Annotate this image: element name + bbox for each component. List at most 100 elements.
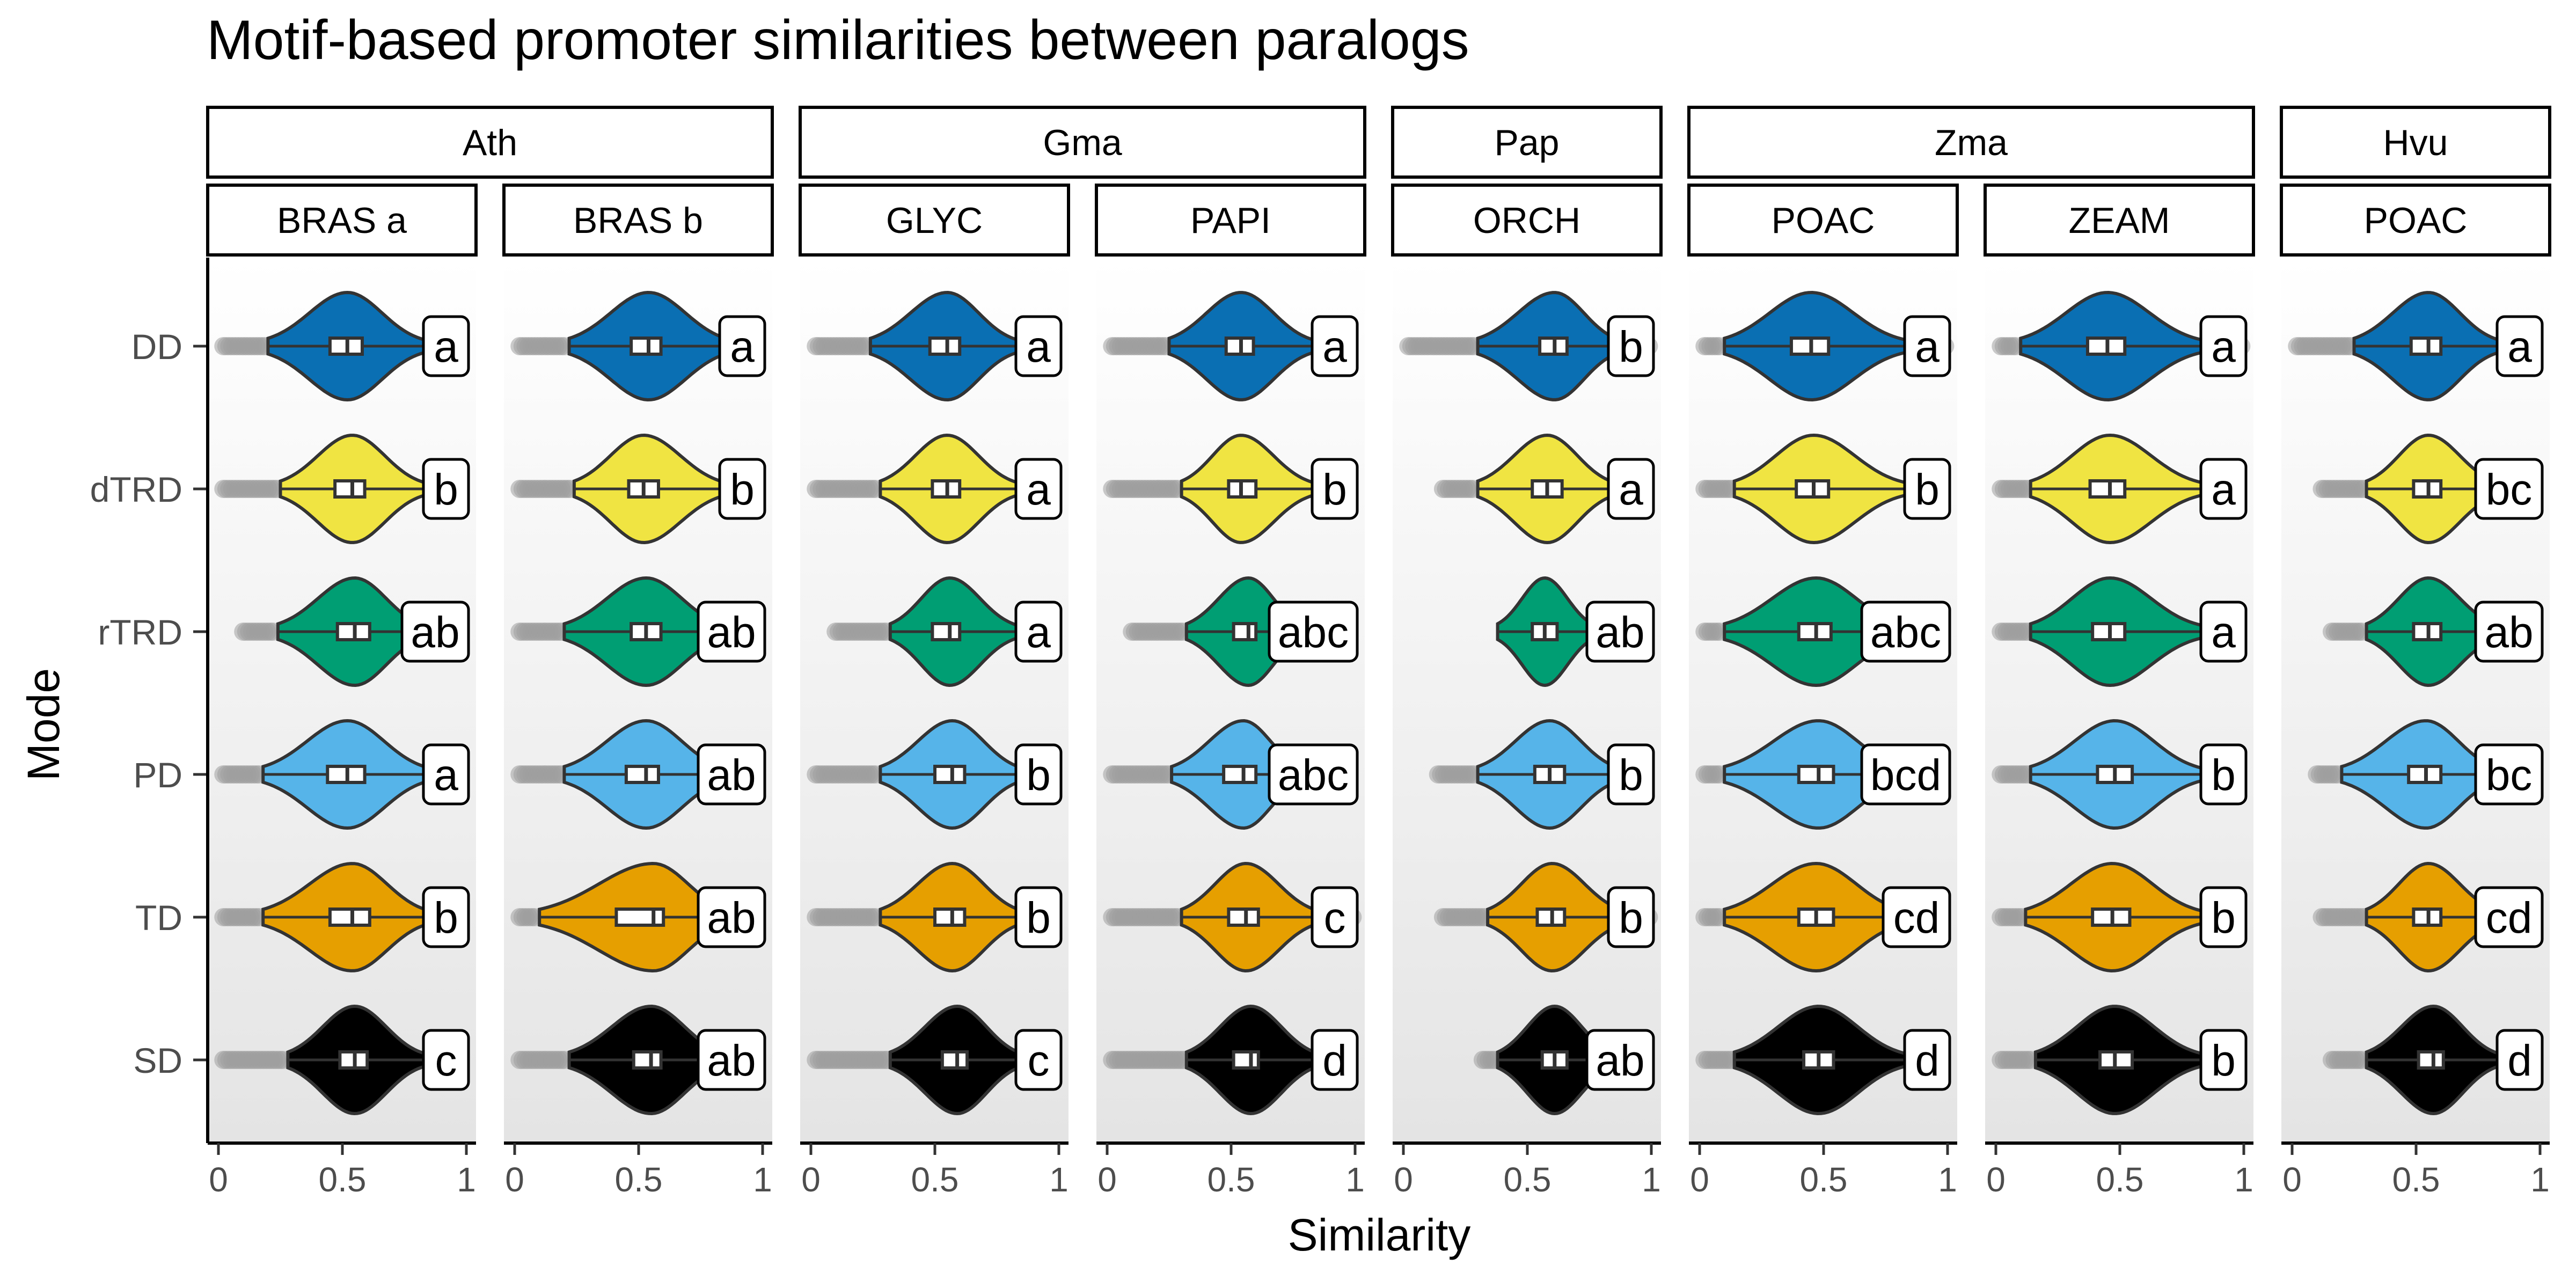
x-tick-label: 0.5 [1504,1160,1552,1199]
family-strip [206,184,478,257]
letter-box [1903,315,1951,377]
letter-box [1268,601,1359,663]
significance-letter: b [434,465,458,514]
box [1797,765,1835,784]
letter-box [1014,743,1063,806]
box [940,1050,969,1070]
letter-box [2474,743,2544,806]
x-tick-label: 0 [505,1160,524,1199]
box [333,479,367,499]
letter-box [1585,601,1655,663]
significance-letter: cd [1893,894,1940,942]
x-tick-label: 1 [2234,1160,2253,1199]
box [614,908,665,927]
letter-box [1268,743,1359,806]
letter-box [1585,1029,1655,1091]
letter-box [1311,1029,1359,1091]
box [2417,1050,2445,1070]
family-label: POAC [2364,200,2468,241]
letter-box [1607,886,1655,948]
significance-letter: a [2211,608,2236,657]
significance-letter: a [2211,323,2236,371]
panel-background [1985,258,2253,1143]
panel-background [504,258,772,1143]
significance-letter: b [434,894,458,942]
y-tick-label: rTRD [98,612,182,652]
significance-letter: ab [707,751,756,800]
letter-box [1014,315,1063,377]
significance-letter: a [2211,465,2236,514]
letter-box [2199,743,2248,806]
significance-letter: a [730,323,755,371]
family-label: PAPI [1190,200,1271,241]
significance-letter: d [1322,1036,1347,1085]
significance-letter: ab [707,1036,756,1085]
x-tick-label: 0.5 [615,1160,663,1199]
significance-letter: abc [1870,608,1941,657]
x-tick-label: 0 [1394,1160,1413,1199]
significance-letter: d [1915,1036,1940,1085]
significance-letter: d [2507,1036,2532,1085]
panel-background [800,258,1069,1143]
species-strip [799,106,1366,179]
letter-box [1860,601,1951,663]
letter-box [1607,315,1655,377]
significance-letter: bc [2486,465,2533,514]
letter-box [1014,886,1063,948]
y-axis: DD dTRD rTRD PD TD SD [90,258,209,1143]
letter-box [718,315,766,377]
box [931,622,962,641]
letter-box [2199,1029,2248,1091]
x-tick-label: 0.5 [911,1160,959,1199]
significance-letter: c [1028,1036,1050,1085]
letter-box [400,601,470,663]
y-tick-label: dTRD [90,470,182,509]
letter-box [2199,886,2248,948]
x-tick-label: 0.5 [2392,1160,2440,1199]
significance-letter: b [1026,751,1051,800]
letter-box [697,1029,766,1091]
significance-letter: b [2211,751,2236,800]
y-axis-title: Mode [18,668,69,781]
box [630,336,663,356]
letter-box [422,458,470,520]
significance-letter: b [1026,894,1051,942]
x-tick-label: 1 [1642,1160,1661,1199]
letter-box [1882,886,1951,948]
x-tick-label: 1 [1938,1160,1957,1199]
x-tick-label: 0 [1097,1160,1117,1199]
y-tick-label: SD [133,1041,182,1080]
x-tick-label: 1 [753,1160,772,1199]
letter-box [1311,886,1359,948]
significance-letter: ab [707,608,756,657]
species-strip [1687,106,2255,179]
significance-letter: b [2211,1036,2236,1085]
species-label: Zma [1935,122,2008,163]
letter-box [1903,458,1951,520]
letter-box [2474,458,2544,520]
facet-strips: Ath Gma Pap Zma Hvu BRAS a BRAS b GLYC PAPI ORCH P… [206,106,2551,257]
significance-letter: c [1324,894,1346,942]
panel-background [1096,258,1365,1143]
panel: 0 0.5 1 a b abc bcd cd d [1689,258,1957,1199]
box [933,908,967,927]
y-tick-label: DD [131,327,182,367]
significance-letter: ab [2484,608,2533,657]
panel: 0 0.5 1 a a a b b c [800,258,1069,1199]
significance-letter: b [1619,894,1643,942]
box [1232,622,1258,641]
significance-letter: b [1915,465,1940,514]
x-tick-label: 0 [1690,1160,1709,1199]
family-label: ZEAM [2069,200,2170,241]
significance-letter: b [730,465,755,514]
letter-box [2474,601,2544,663]
letter-box [422,1029,470,1091]
letter-box [422,743,470,806]
significance-letter: ab [411,608,459,657]
family-label: POAC [1772,200,1875,241]
panel: 0 0.5 1 a bc ab bc cd d [2281,258,2550,1199]
panel: 0 0.5 1 a b abc abc c d [1096,258,1365,1199]
family-strip [2280,184,2551,257]
